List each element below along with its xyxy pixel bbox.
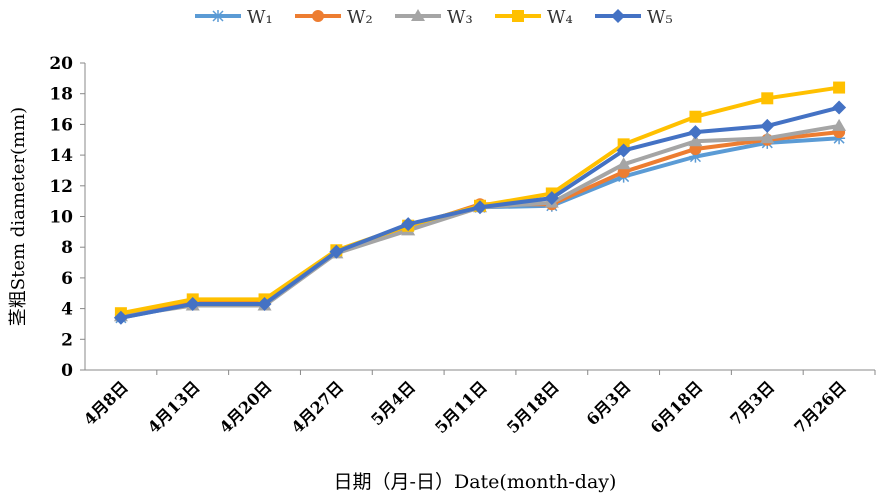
y-tick-label: 16 xyxy=(49,115,73,135)
x-tick-label: 6月18日 xyxy=(647,377,707,437)
series-line xyxy=(120,130,840,317)
y-tick-label: 0 xyxy=(61,361,73,381)
data-point xyxy=(689,150,702,163)
legend-label: W₂ xyxy=(347,7,373,28)
x-tick-label: 5月4日 xyxy=(367,377,419,429)
data-point xyxy=(760,131,775,144)
data-point xyxy=(512,10,524,22)
data-point xyxy=(689,110,702,123)
data-point xyxy=(688,134,703,147)
legend-label: W₃ xyxy=(447,7,473,28)
x-tick-label: 4月27日 xyxy=(288,377,348,437)
data-point xyxy=(760,118,775,133)
series-5 xyxy=(113,100,847,325)
data-point xyxy=(212,10,224,22)
y-tick-label: 2 xyxy=(61,330,73,350)
series-line xyxy=(120,123,840,319)
legend-label: W₁ xyxy=(247,7,273,28)
legend-label: W₄ xyxy=(547,7,573,28)
x-tick-label: 7月3日 xyxy=(726,377,778,429)
legend-item: W₁ xyxy=(195,7,273,28)
legend-item: W₄ xyxy=(495,7,573,28)
data-point xyxy=(832,100,847,115)
data-point xyxy=(401,217,416,232)
data-point xyxy=(833,132,846,145)
data-point xyxy=(473,200,487,215)
data-point xyxy=(688,125,703,140)
x-tick-label: 5月18日 xyxy=(503,377,563,437)
data-point xyxy=(761,92,774,105)
series-1 xyxy=(114,132,846,324)
x-tick-label: 5月11日 xyxy=(431,377,491,437)
y-tick-label: 18 xyxy=(49,85,73,105)
x-tick-label: 7月26日 xyxy=(790,377,850,437)
data-point xyxy=(616,143,631,158)
x-tick-label: 4月13日 xyxy=(144,377,204,437)
y-axis-label: 茎粗Stem diameter(mm) xyxy=(8,107,29,326)
data-point xyxy=(832,118,847,131)
y-tick-label: 14 xyxy=(49,146,73,166)
y-tick-label: 4 xyxy=(61,300,73,320)
data-point xyxy=(411,9,425,21)
legend-item: W₂ xyxy=(295,7,373,28)
y-tick-label: 10 xyxy=(49,208,73,228)
legend-label: W₅ xyxy=(647,7,673,28)
x-tick-label: 6月3日 xyxy=(583,377,635,429)
data-point xyxy=(185,296,200,311)
data-point xyxy=(616,157,631,170)
data-point xyxy=(611,9,625,23)
y-tick-label: 8 xyxy=(61,238,73,258)
data-point xyxy=(544,191,559,206)
data-point xyxy=(113,310,128,325)
legend-item: W₅ xyxy=(595,7,673,28)
y-tick-label: 12 xyxy=(49,177,73,197)
x-tick-label: 4月8日 xyxy=(80,377,132,429)
x-axis-label: 日期（月-日）Date(month-day) xyxy=(334,471,617,493)
y-tick-label: 20 xyxy=(49,54,73,74)
data-point xyxy=(329,244,344,259)
legend-item: W₃ xyxy=(395,7,473,28)
series-line xyxy=(120,136,840,320)
y-tick-label: 6 xyxy=(61,269,73,289)
x-tick-label: 4月20日 xyxy=(216,377,276,437)
series-2 xyxy=(114,126,846,321)
data-point xyxy=(833,81,846,94)
data-point xyxy=(257,296,272,311)
data-point xyxy=(312,10,324,22)
